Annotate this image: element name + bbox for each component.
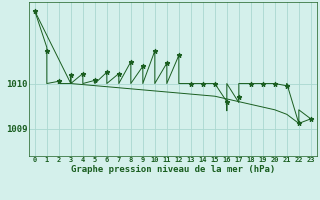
X-axis label: Graphe pression niveau de la mer (hPa): Graphe pression niveau de la mer (hPa) bbox=[71, 165, 275, 174]
